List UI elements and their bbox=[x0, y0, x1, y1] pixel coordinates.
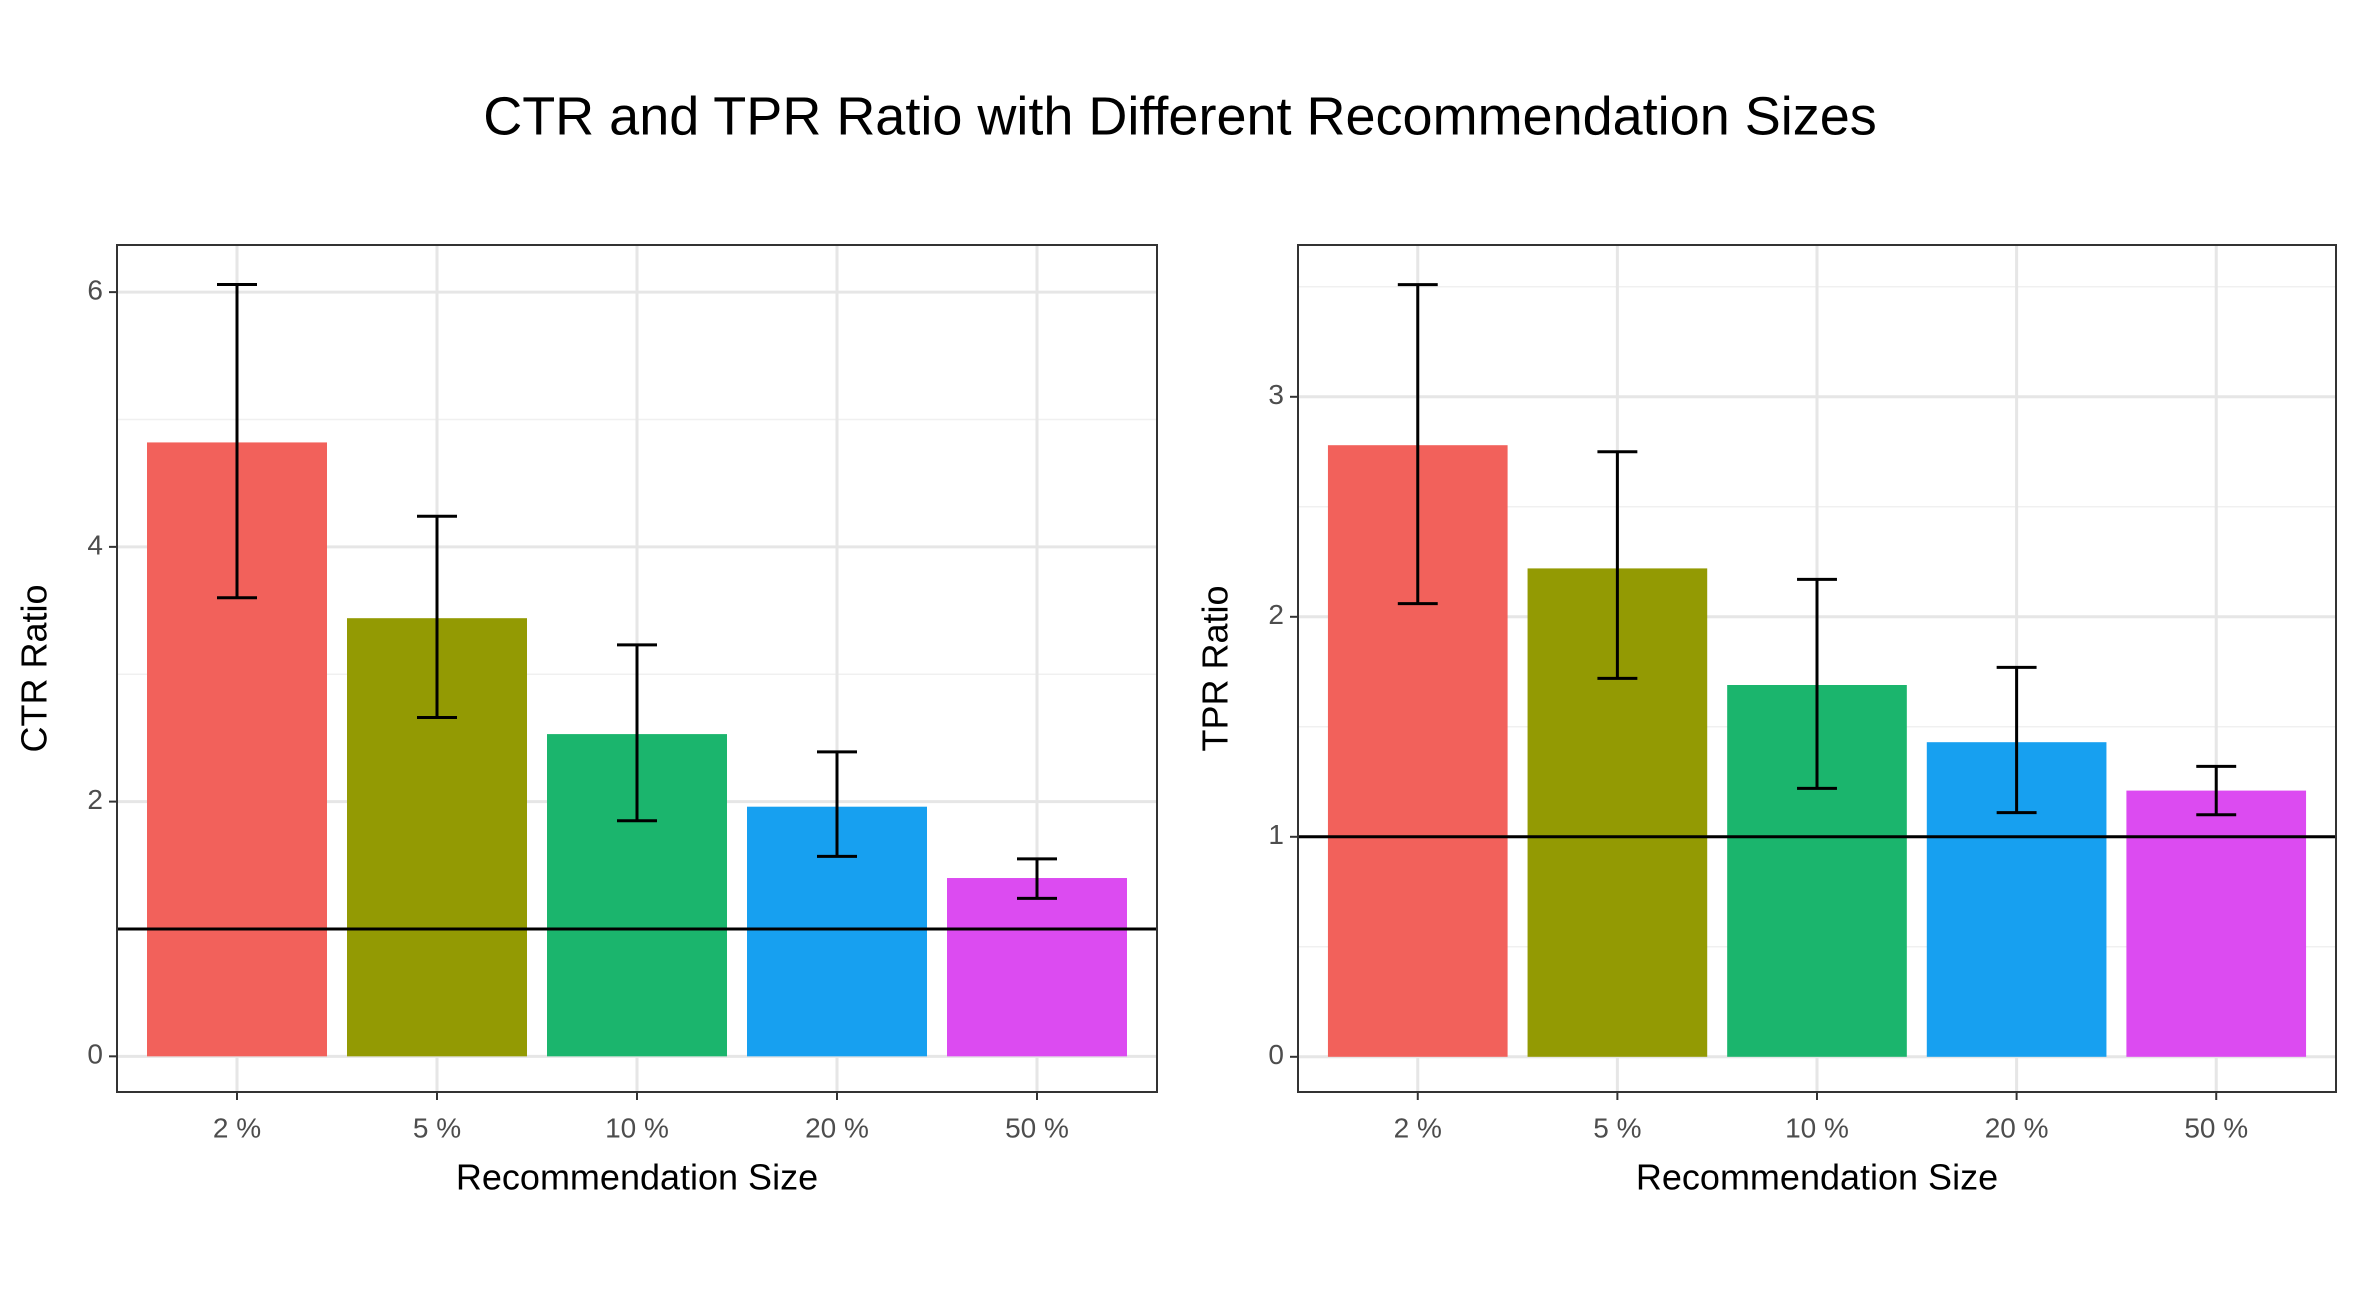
panel-border bbox=[1297, 244, 2337, 1093]
error-bar bbox=[2196, 764, 2237, 817]
y-tick-label: 4 bbox=[87, 529, 103, 560]
x-tick-label: 50 % bbox=[1005, 1112, 1069, 1143]
panel-border bbox=[116, 244, 1158, 1093]
x-axis-title: Recommendation Size bbox=[1636, 1157, 1998, 1198]
error-bar bbox=[417, 514, 457, 720]
x-tick-label: 5 % bbox=[1593, 1112, 1641, 1143]
y-tick-label: 3 bbox=[1268, 379, 1284, 410]
x-tick-label: 5 % bbox=[413, 1112, 461, 1143]
error-bar bbox=[1597, 450, 1638, 680]
x-tick-label: 50 % bbox=[2184, 1112, 2248, 1143]
y-tick-label: 2 bbox=[87, 784, 103, 815]
x-axis-title: Recommendation Size bbox=[456, 1157, 818, 1198]
error-bar bbox=[1996, 665, 2037, 815]
y-tick-label: 0 bbox=[1268, 1039, 1284, 1070]
figure-title: CTR and TPR Ratio with Different Recomme… bbox=[483, 86, 1877, 146]
y-tick-label: 2 bbox=[1268, 599, 1284, 630]
error-bar bbox=[1017, 857, 1057, 900]
error-bar bbox=[817, 750, 857, 858]
bar bbox=[947, 878, 1127, 1057]
error-bar bbox=[1797, 577, 1837, 790]
x-tick-label: 20 % bbox=[1985, 1112, 2049, 1143]
bar bbox=[2126, 790, 2307, 1057]
y-axis-title: CTR Ratio bbox=[14, 584, 55, 752]
x-tick-label: 10 % bbox=[605, 1112, 669, 1143]
y-tick-label: 6 bbox=[87, 275, 103, 306]
x-tick-label: 2 % bbox=[213, 1112, 261, 1143]
x-tick-label: 20 % bbox=[805, 1112, 869, 1143]
error-bar bbox=[1397, 283, 1438, 606]
error-bar bbox=[217, 282, 257, 600]
y-tick-label: 0 bbox=[87, 1039, 103, 1070]
x-tick-label: 2 % bbox=[1394, 1112, 1442, 1143]
y-axis-title: TPR Ratio bbox=[1195, 585, 1236, 751]
x-tick-label: 10 % bbox=[1785, 1112, 1849, 1143]
error-bar bbox=[617, 643, 657, 823]
y-tick-label: 1 bbox=[1268, 819, 1284, 850]
